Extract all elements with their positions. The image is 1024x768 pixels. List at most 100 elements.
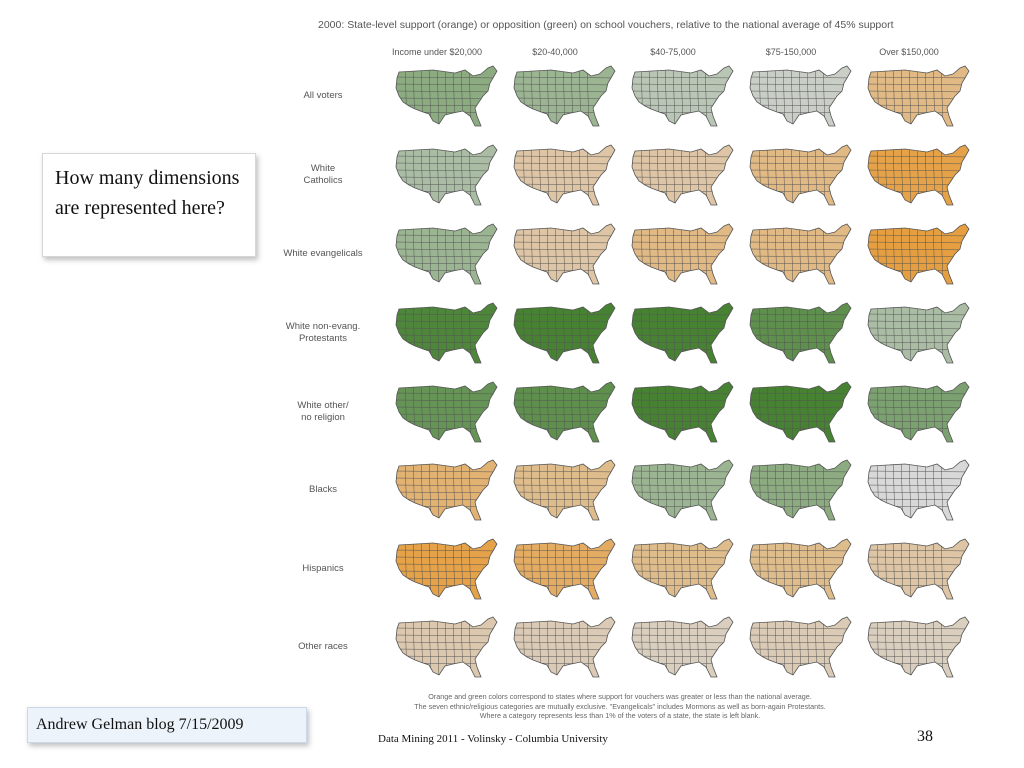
caption-line-2: The seven ethnic/religious categories ar… bbox=[414, 701, 826, 711]
map-fill bbox=[750, 539, 851, 599]
us-map-icon bbox=[749, 538, 852, 600]
state-map bbox=[747, 64, 857, 128]
state-map bbox=[747, 615, 857, 679]
us-map-icon bbox=[749, 616, 852, 678]
map-outline bbox=[395, 65, 498, 127]
us-map-icon bbox=[513, 538, 616, 600]
state-map bbox=[393, 380, 503, 444]
map-outline bbox=[867, 538, 970, 600]
map-outline bbox=[395, 223, 498, 285]
map-outline bbox=[395, 381, 498, 443]
map-outline bbox=[749, 616, 852, 678]
row-label-line: Other races bbox=[298, 641, 348, 652]
figure-title: 2000: State-level support (orange) or op… bbox=[318, 19, 894, 31]
state-map bbox=[393, 537, 503, 601]
row-label-line: Hispanics bbox=[302, 563, 344, 574]
map-fill bbox=[514, 617, 615, 677]
us-map-icon bbox=[513, 65, 616, 127]
us-map-icon bbox=[631, 538, 734, 600]
state-map bbox=[865, 301, 975, 365]
us-map-icon bbox=[631, 381, 734, 443]
figure-caption: Orange and green colors correspond to st… bbox=[340, 692, 900, 721]
caption-line-3: Where a category represents less than 1%… bbox=[479, 711, 761, 720]
map-fill bbox=[396, 224, 497, 284]
state-map bbox=[747, 222, 857, 286]
state-map bbox=[865, 537, 975, 601]
state-map bbox=[865, 615, 975, 679]
us-map-icon bbox=[395, 223, 498, 285]
us-map-icon bbox=[631, 459, 734, 521]
map-fill bbox=[750, 617, 851, 677]
state-map bbox=[865, 380, 975, 444]
us-map-icon bbox=[749, 381, 852, 443]
col-header-2: $20-40,000 bbox=[532, 47, 578, 57]
col-header-3: $40-75,000 bbox=[650, 47, 696, 57]
state-map bbox=[747, 143, 857, 207]
map-fill bbox=[632, 66, 733, 126]
map-fill bbox=[514, 460, 615, 520]
map-outline bbox=[867, 65, 970, 127]
page-number: 38 bbox=[917, 728, 933, 745]
caption-line-1: Orange and green colors correspond to st… bbox=[428, 692, 812, 701]
state-map bbox=[629, 301, 739, 365]
us-map-icon bbox=[749, 65, 852, 127]
map-outline bbox=[513, 223, 616, 285]
row-label-line: White non-evang. bbox=[285, 321, 361, 332]
row-label-line: White evangelicals bbox=[283, 248, 363, 259]
us-map-icon bbox=[395, 302, 498, 364]
map-outline bbox=[867, 616, 970, 678]
map-outline bbox=[513, 65, 616, 127]
map-outline bbox=[867, 223, 970, 285]
map-fill bbox=[632, 224, 733, 284]
us-map-icon bbox=[395, 65, 498, 127]
map-fill bbox=[396, 617, 497, 677]
us-map-icon bbox=[513, 302, 616, 364]
us-map-icon bbox=[513, 459, 616, 521]
us-map-icon bbox=[867, 302, 970, 364]
row-label-line: Catholics bbox=[303, 175, 343, 186]
map-fill bbox=[868, 539, 969, 599]
map-outline bbox=[867, 459, 970, 521]
row-label: Blacks bbox=[268, 484, 378, 496]
row-label: White Catholics bbox=[268, 163, 378, 187]
credit-box: Andrew Gelman blog 7/15/2009 bbox=[27, 707, 307, 743]
map-fill bbox=[868, 145, 969, 205]
us-map-icon bbox=[395, 538, 498, 600]
state-map bbox=[393, 458, 503, 522]
state-map bbox=[865, 143, 975, 207]
map-outline bbox=[749, 223, 852, 285]
map-fill bbox=[396, 382, 497, 442]
row-label-line: White bbox=[310, 163, 336, 174]
map-outline bbox=[631, 616, 734, 678]
state-map bbox=[511, 64, 621, 128]
us-map-icon bbox=[867, 65, 970, 127]
map-fill bbox=[514, 66, 615, 126]
state-map bbox=[747, 458, 857, 522]
state-map bbox=[511, 143, 621, 207]
us-map-icon bbox=[631, 616, 734, 678]
us-map-icon bbox=[749, 223, 852, 285]
us-map-icon bbox=[867, 144, 970, 206]
row-label: White other/no religion bbox=[268, 400, 378, 424]
map-fill bbox=[514, 224, 615, 284]
us-map-icon bbox=[631, 65, 734, 127]
map-outline bbox=[749, 538, 852, 600]
map-outline bbox=[513, 381, 616, 443]
map-outline bbox=[749, 381, 852, 443]
map-fill bbox=[396, 460, 497, 520]
us-map-icon bbox=[867, 459, 970, 521]
map-outline bbox=[631, 302, 734, 364]
state-map bbox=[629, 143, 739, 207]
map-outline bbox=[631, 144, 734, 206]
state-map bbox=[393, 64, 503, 128]
row-label-line: no religion bbox=[301, 412, 345, 423]
map-outline bbox=[631, 459, 734, 521]
us-map-icon bbox=[867, 381, 970, 443]
state-map bbox=[511, 222, 621, 286]
us-map-icon bbox=[631, 223, 734, 285]
us-map-icon bbox=[631, 144, 734, 206]
col-header-1: Income under $20,000 bbox=[391, 47, 483, 57]
row-label: White non-evang. Protestants bbox=[268, 321, 378, 345]
map-fill bbox=[750, 145, 851, 205]
map-fill bbox=[750, 460, 851, 520]
